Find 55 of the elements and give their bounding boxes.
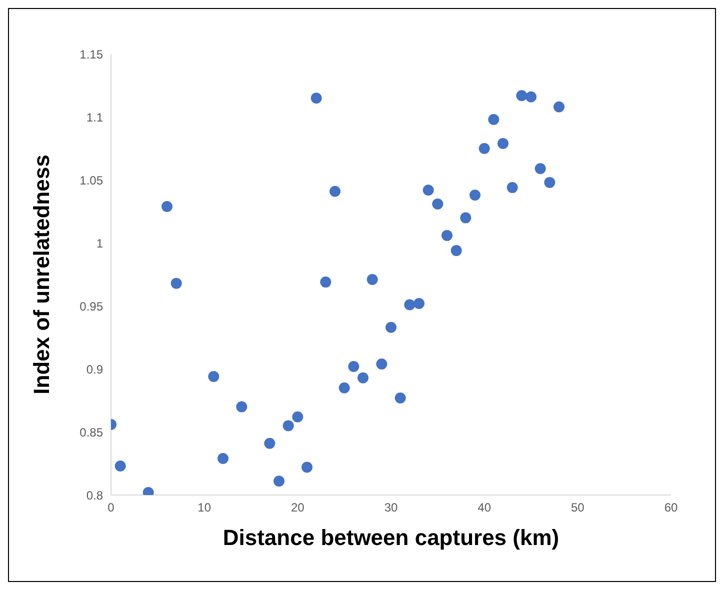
point: [292, 411, 304, 422]
point: [470, 190, 480, 201]
point: [170, 278, 182, 289]
y-tick-label: 0.8: [86, 488, 104, 502]
point: [320, 276, 332, 288]
x-tick-label: 60: [664, 500, 678, 515]
point: [282, 420, 294, 432]
x-tick-label: 10: [198, 500, 212, 515]
point: [478, 143, 490, 154]
y-axis-title: Index of unrelatedness: [28, 154, 54, 394]
y-tick-label: 0.95: [80, 299, 104, 314]
y-tick-label: 0.9: [86, 362, 104, 376]
point: [274, 476, 284, 487]
point: [208, 371, 220, 382]
point: [498, 138, 508, 149]
point: [534, 163, 546, 174]
point: [162, 200, 172, 212]
point: [218, 452, 228, 464]
point: [488, 114, 500, 126]
point: [506, 182, 518, 194]
point: [338, 382, 350, 394]
y-tick-label: 1.05: [80, 173, 104, 188]
x-tick-label: 0: [108, 500, 115, 515]
point: [404, 299, 416, 310]
point: [330, 186, 340, 197]
point: [422, 184, 434, 196]
point: [386, 322, 396, 333]
point: [414, 298, 424, 309]
point: [526, 91, 536, 102]
point: [554, 101, 564, 112]
point: [302, 462, 312, 473]
y-tick-label: 0.85: [80, 425, 104, 440]
point: [366, 274, 378, 286]
x-tick-label: 30: [384, 500, 398, 515]
x-axis-title: Distance between captures (km): [222, 525, 560, 550]
x-tick-label: 40: [478, 500, 492, 515]
point: [376, 358, 388, 370]
y-tick-label: 1: [96, 236, 104, 250]
point: [450, 245, 462, 256]
point: [348, 360, 360, 372]
y-tick-label: 1.15: [80, 47, 104, 62]
point: [432, 198, 444, 210]
point: [358, 372, 368, 384]
point: [264, 438, 276, 449]
x-tick-label: 50: [570, 500, 585, 515]
point: [442, 230, 452, 241]
y-tick-label: 1.1: [86, 110, 104, 124]
point: [460, 212, 472, 224]
point: [394, 392, 406, 404]
x-tick-label: 20: [290, 500, 305, 515]
point: [236, 401, 248, 412]
point: [544, 177, 556, 188]
point: [310, 92, 322, 104]
point: [114, 460, 126, 472]
point: [516, 90, 528, 102]
